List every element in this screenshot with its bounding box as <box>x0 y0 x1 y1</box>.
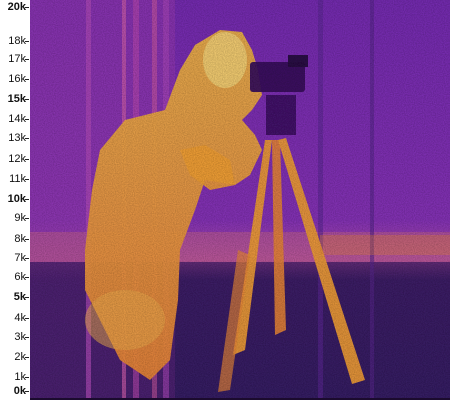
tick-label: 20k <box>7 0 26 13</box>
tick-mark <box>25 218 29 219</box>
tick-mark <box>25 277 29 278</box>
tick-label: 9k <box>14 211 26 224</box>
tick-20k: 20k <box>2 0 29 14</box>
spectrogram-layer <box>30 0 450 400</box>
tick-label: 12k <box>8 152 26 165</box>
tick-mark <box>25 7 29 8</box>
tick-6k: 6k <box>2 270 29 284</box>
tick-12k: 12k <box>2 152 29 166</box>
tick-16k: 16k <box>2 72 29 86</box>
tick-mark <box>25 119 29 120</box>
tick-label: 7k <box>14 251 26 264</box>
tick-14k: 14k <box>2 112 29 126</box>
tick-mark <box>25 258 29 259</box>
tick-label: 17k <box>8 52 26 65</box>
frequency-axis: 20k 18k 17k 16k 15k 14k 13k 12k 11k 10k <box>0 0 30 400</box>
tick-label: 3k <box>14 330 26 343</box>
tick-label: 18k <box>8 34 26 47</box>
tick-2k: 2k <box>2 350 29 364</box>
tick-label: 16k <box>8 72 26 85</box>
tick-mark <box>25 99 29 100</box>
tick-mark <box>25 357 29 358</box>
tick-mark <box>25 239 29 240</box>
tick-mark <box>25 59 29 60</box>
tick-mark <box>25 79 29 80</box>
tick-label: 6k <box>14 270 26 283</box>
tick-mark <box>25 159 29 160</box>
tick-13k: 13k <box>2 131 29 145</box>
spectrogram-plot <box>30 0 450 400</box>
tick-mark <box>25 337 29 338</box>
tick-8k: 8k <box>2 232 29 246</box>
tick-0k: 0k <box>2 384 29 398</box>
tick-3k: 3k <box>2 330 29 344</box>
tick-mark <box>25 318 29 319</box>
tick-18k: 18k <box>2 34 29 48</box>
tick-mark <box>25 41 29 42</box>
tick-5k: 5k <box>2 290 29 304</box>
tick-1k: 1k <box>2 370 29 384</box>
tick-7k: 7k <box>2 251 29 265</box>
tick-label: 8k <box>14 232 26 245</box>
tick-label: 15k <box>7 92 26 105</box>
tick-9k: 9k <box>2 211 29 225</box>
tick-label: 1k <box>14 370 26 383</box>
tick-label: 10k <box>7 192 26 205</box>
tick-11k: 11k <box>2 172 29 186</box>
tick-label: 2k <box>14 350 26 363</box>
tick-label: 4k <box>14 311 26 324</box>
tick-mark <box>25 377 29 378</box>
plot-bottom-edge <box>30 398 450 400</box>
tick-mark <box>25 199 29 200</box>
tick-mark <box>25 297 29 298</box>
tick-mark <box>25 391 29 392</box>
tick-label: 13k <box>8 131 26 144</box>
spectrogram-image <box>30 0 450 400</box>
tick-mark <box>25 179 29 180</box>
tick-label: 11k <box>9 172 26 185</box>
tick-label: 14k <box>8 112 26 125</box>
tick-17k: 17k <box>2 52 29 66</box>
tick-label: 0k <box>13 384 26 397</box>
tick-mark <box>25 138 29 139</box>
tick-10k: 10k <box>2 192 29 206</box>
tick-4k: 4k <box>2 311 29 325</box>
tick-15k: 15k <box>2 92 29 106</box>
tick-label: 5k <box>13 290 26 303</box>
